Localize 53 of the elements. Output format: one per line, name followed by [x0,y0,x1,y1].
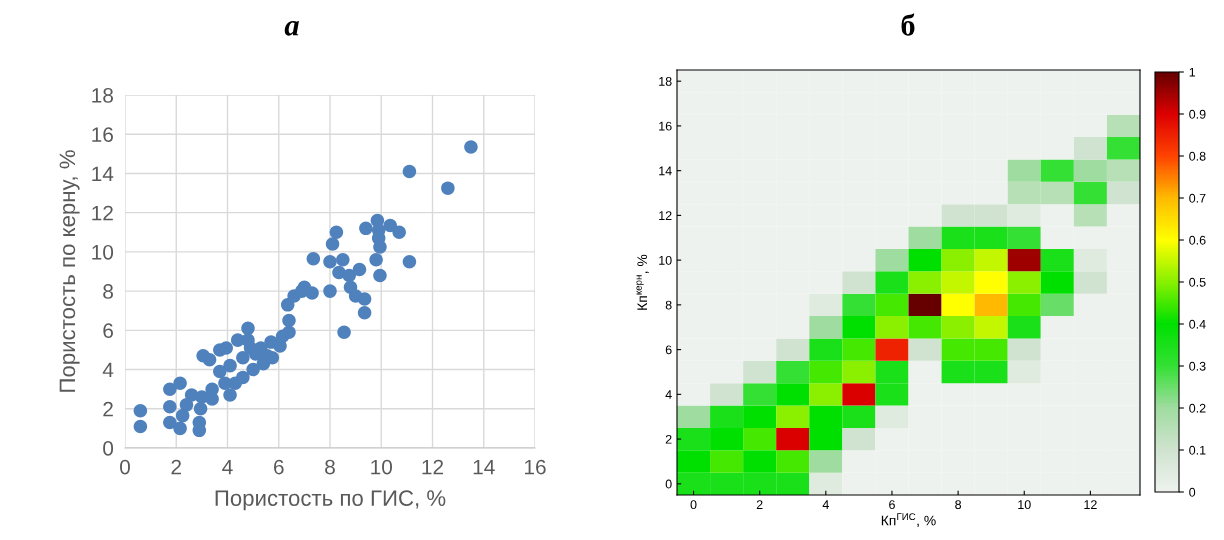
y-tick-label: 4 [102,362,114,378]
x-tick-label: 16 [525,459,546,475]
chart-title: а [284,20,299,36]
color-bar-label: 1 [1189,67,1196,77]
y-tick-label: 2 [665,434,672,444]
y-tick-label: 0 [103,441,114,456]
x-tick-label: 10 [371,459,393,475]
color-bar-label: 0.2 [1189,403,1206,413]
chart-title: б [901,13,915,36]
x-tick-label: 4 [822,500,829,509]
x-tick-label: 2 [756,500,763,509]
x-tick-label: 14 [473,459,495,475]
y-tick-label: 18 [659,76,672,86]
y-tick-label: 10 [659,255,672,265]
y-axis-title: Кп$^{керн}$, % [636,254,649,310]
y-tick-label: 0 [665,479,672,489]
y-tick-label: 14 [659,166,672,176]
y-tick-label: 4 [665,390,672,399]
x-tick-label: 10 [1018,500,1031,510]
y-tick-label: 6 [103,323,113,339]
y-tick-label: 8 [103,284,113,299]
color-bar-label: 0.8 [1189,151,1206,161]
y-tick-label: 14 [92,166,114,181]
x-tick-label: 0 [690,500,697,510]
x-tick-label: 6 [889,500,895,510]
x-tick-label: 8 [955,500,962,510]
color-bar-label: 0 [1189,487,1196,497]
x-tick-label: 6 [274,459,284,475]
x-tick-label: 12 [422,459,444,475]
x-tick-label: 4 [222,459,233,475]
x-axis-title: Кп$^{ГИС}$, % [881,513,936,528]
x-tick-label: 0 [120,459,130,475]
color-bar-label: 0.1 [1189,445,1206,455]
y-tick-label: 2 [103,401,113,417]
x-tick-label: 8 [325,459,335,475]
y-tick-label: 16 [659,121,672,131]
x-tick-label: 2 [171,459,181,475]
y-tick-label: 6 [665,345,672,355]
color-bar-label: 0.7 [1189,193,1206,203]
y-tick-label: 12 [92,205,113,221]
y-tick-label: 12 [659,211,672,220]
y-tick-label: 18 [92,88,113,103]
y-tick-label: 16 [92,127,113,142]
y-tick-label: 8 [665,300,672,310]
color-bar-label: 0.5 [1189,277,1206,287]
x-axis-title: Пористость по ГИС, % [215,490,446,511]
y-tick-label: 10 [92,244,114,260]
x-tick-label: 12 [1084,500,1097,509]
y-axis-title: Пористость по керну, % [59,150,80,392]
color-bar-label: 0.9 [1189,109,1206,119]
color-bar-label: 0.6 [1189,235,1206,245]
color-bar-label: 0.4 [1189,319,1206,329]
color-bar-label: 0.3 [1189,361,1206,371]
